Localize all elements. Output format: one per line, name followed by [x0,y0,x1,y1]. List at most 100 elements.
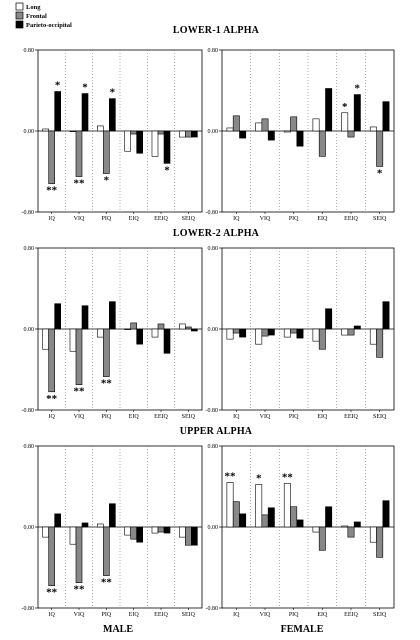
bar-parieto-occipital-eeiq [353,94,361,132]
bar-long-seiq [369,126,377,132]
bar-long-eeiq [151,328,159,338]
y-tick-label: 0.00 [208,525,219,531]
significance-marker: * [342,101,348,113]
bar-frontal-piq [290,506,298,528]
category-label: EIQ [317,216,328,222]
section-title: LOWER-2 ALPHA [173,228,260,239]
y-tick-label: 0.00 [24,129,35,135]
bar-parieto-occipital-piq [109,98,116,132]
bar-frontal-eeiq [347,526,355,538]
bar-long-eiq [124,130,131,152]
bar-long-iq [226,482,234,528]
bar-parieto-occipital-seiq [382,101,390,132]
bar-parieto-occipital-eiq [136,526,143,543]
bar-long-seiq [179,526,186,538]
category-label: EEIQ [344,216,358,222]
legend-swatch [15,2,24,11]
bar-parieto-occipital-eeiq [163,130,171,164]
significance-marker: * [256,472,262,484]
significance-marker: ** [46,393,58,405]
bar-parieto-occipital-eiq [325,506,333,528]
chart-panel-female-0: 0.80 0.00 -0.80 IQ VIQ PIQ EIQ EEIQ SEIQ * * * [206,48,395,222]
bar-long-seiq [179,323,186,330]
bar-long-piq [283,130,291,133]
category-label: EIQ [129,216,140,222]
significance-marker: * [377,167,383,179]
footer-male-label: MALE [103,624,133,635]
y-tick-label: 0.00 [24,525,35,531]
bar-long-iq [42,328,49,350]
bar-parieto-occipital-eiq [136,328,143,345]
bar-parieto-occipital-iq [239,130,247,139]
category-label: EEIQ [344,612,358,618]
bar-frontal-seiq [376,130,384,167]
bar-parieto-occipital-viq [267,507,275,528]
bar-long-viq [255,328,263,345]
legend-label: Long [26,4,41,11]
category-label: IQ [233,612,240,618]
y-tick-label: 0.00 [208,129,219,135]
significance-marker: ** [282,471,294,483]
y-tick-label: -0.80 [22,210,35,216]
category-label: IQ [233,216,240,222]
category-label: SEIQ [182,612,196,618]
bar-frontal-eeiq [157,130,165,135]
chart-panel-male-2: 0.80 0.00 -0.80 IQ VIQ PIQ EIQ EEIQ SEIQ ** ** ** [22,444,203,618]
bar-parieto-occipital-viq [81,522,89,528]
bar-parieto-occipital-seiq [382,500,390,528]
category-label: IQ [48,414,55,420]
bar-parieto-occipital-eeiq [353,521,361,528]
significance-marker: ** [46,587,58,599]
bar-parieto-occipital-seiq [191,526,198,546]
bar-long-eeiq [341,525,349,528]
category-label: EEIQ [344,414,358,420]
bar-long-seiq [179,130,186,138]
bar-long-viq [69,130,77,132]
category-label: PIQ [289,612,299,618]
y-tick-label: 0.80 [24,246,35,252]
significance-marker: ** [74,584,86,596]
y-tick-label: -0.80 [206,408,219,414]
bar-long-iq [42,128,49,132]
bar-frontal-seiq [376,328,384,358]
y-tick-label: 0.00 [208,327,219,333]
bar-parieto-occipital-seiq [191,328,198,332]
significance-marker: * [82,82,88,94]
category-label: SEIQ [373,414,387,420]
bar-long-viq [255,484,263,528]
bar-long-piq [97,523,104,528]
legend-label: Parieto-occipital [26,22,72,29]
bar-parieto-occipital-eeiq [163,328,171,354]
section-title: UPPER ALPHA [180,426,253,437]
section-title: LOWER-1 ALPHA [173,25,260,36]
bar-long-iq [226,328,234,340]
legend-swatch [15,11,24,20]
bar-frontal-iq [48,130,55,184]
bar-long-iq [226,127,234,132]
bar-long-eiq [312,328,320,342]
bar-frontal-piq [103,526,110,576]
bar-long-iq [42,526,49,538]
y-tick-label: 0.80 [24,444,35,450]
bar-frontal-eiq [318,526,326,551]
significance-marker: ** [74,386,86,398]
bar-long-eeiq [341,112,349,132]
y-tick-label: -0.80 [22,408,35,414]
bar-frontal-viq [261,514,269,528]
bar-long-eiq [312,526,320,533]
legend-swatch [15,20,24,29]
bar-frontal-iq [48,328,55,393]
bar-frontal-eeiq [347,130,355,138]
category-label: EIQ [317,612,328,618]
bar-long-viq [69,328,77,352]
bar-frontal-iq [232,501,240,528]
bar-frontal-viq [75,130,83,177]
significance-marker: * [110,87,116,99]
significance-marker: * [104,175,110,187]
bar-long-piq [283,328,291,338]
bar-frontal-eiq [130,526,137,540]
category-label: SEIQ [373,216,387,222]
bar-frontal-seiq [376,526,384,558]
footer-female-label: FEMALE [281,624,324,635]
category-label: EIQ [129,612,140,618]
